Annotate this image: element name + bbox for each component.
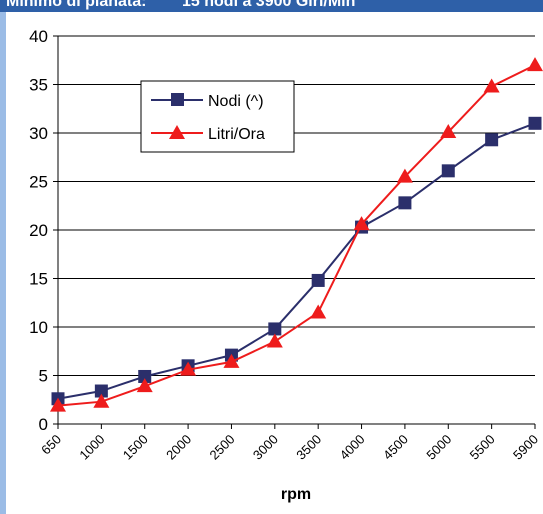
point-litri-3500 bbox=[310, 304, 327, 319]
point-litri-5500 bbox=[483, 78, 500, 93]
point-nodi-1500 bbox=[138, 369, 152, 383]
y-tick-label-5: 5 bbox=[39, 367, 48, 386]
x-tick-label-4500: 4500 bbox=[380, 432, 411, 463]
y-tick-label-40: 40 bbox=[29, 27, 48, 46]
x-tick-label-5900: 5900 bbox=[510, 432, 541, 463]
point-litri-1000 bbox=[93, 393, 110, 408]
series-0 bbox=[51, 116, 542, 406]
y-tick-label-20: 20 bbox=[29, 221, 48, 240]
header-text: Minimo di planata: 15 nodi a 3900 Giri/M… bbox=[6, 0, 356, 10]
x-tick-label-3500: 3500 bbox=[293, 432, 324, 463]
series-line-0 bbox=[57, 122, 536, 400]
point-nodi-1000 bbox=[94, 384, 108, 398]
x-tick-label-1500: 1500 bbox=[120, 432, 151, 463]
point-nodi-4500 bbox=[398, 196, 412, 210]
point-nodi-3500 bbox=[311, 273, 325, 287]
point-litri-4000 bbox=[353, 216, 370, 231]
x-tick-label-5500: 5500 bbox=[467, 432, 498, 463]
series-layer bbox=[50, 57, 543, 412]
point-nodi-5500 bbox=[485, 133, 499, 147]
point-litri-650 bbox=[50, 397, 66, 412]
x-tick-label-4000: 4000 bbox=[337, 432, 368, 463]
y-tick-label-25: 25 bbox=[29, 173, 48, 192]
series-1 bbox=[50, 57, 543, 412]
x-tick-label-2500: 2500 bbox=[207, 432, 238, 463]
y-tick-label-35: 35 bbox=[29, 76, 48, 95]
legend-marker-litri bbox=[169, 125, 185, 139]
y-tick-labels: 0 5 10 15 20 25 30 35 40 bbox=[29, 27, 48, 434]
y-tick-label-30: 30 bbox=[29, 124, 48, 143]
point-litri-5000 bbox=[440, 124, 457, 139]
point-nodi-5900 bbox=[528, 116, 542, 130]
point-litri-2500 bbox=[223, 353, 240, 368]
x-tick-label-650: 650 bbox=[38, 432, 64, 458]
point-litri-3000 bbox=[266, 333, 283, 348]
axes bbox=[53, 35, 536, 429]
y-tick-label-15: 15 bbox=[29, 270, 48, 289]
point-nodi-3000 bbox=[268, 322, 282, 336]
x-axis-label: rpm bbox=[281, 486, 311, 503]
legend-box bbox=[140, 80, 295, 153]
x-tick-labels: 650 1000 1500 2000 2500 3000 3500 4000 4500 5000 5… bbox=[38, 432, 541, 463]
series-line-1 bbox=[57, 64, 536, 407]
x-tick-label-5000: 5000 bbox=[423, 432, 454, 463]
grid-lines bbox=[58, 35, 535, 376]
x-tick-label-2000: 2000 bbox=[163, 432, 194, 463]
point-litri-1500 bbox=[136, 378, 153, 393]
y-tick-label-10: 10 bbox=[29, 318, 48, 337]
point-litri-5900 bbox=[527, 57, 543, 72]
point-litri-2000 bbox=[180, 361, 197, 376]
y-tick-label-0: 0 bbox=[39, 415, 48, 434]
legend-marker-nodi bbox=[171, 93, 184, 106]
point-litri-4500 bbox=[396, 168, 413, 183]
x-tick-label-3000: 3000 bbox=[250, 432, 281, 463]
legend: Nodi (^) Litri/Ora bbox=[140, 80, 295, 153]
legend-label-nodi: Nodi (^) bbox=[208, 93, 264, 110]
point-nodi-5000 bbox=[441, 164, 455, 178]
x-tick-label-1000: 1000 bbox=[76, 432, 107, 463]
legend-label-litri: Litri/Ora bbox=[208, 126, 265, 143]
header-strip: Minimo di planata: 15 nodi a 3900 Giri/M… bbox=[0, 0, 543, 12]
